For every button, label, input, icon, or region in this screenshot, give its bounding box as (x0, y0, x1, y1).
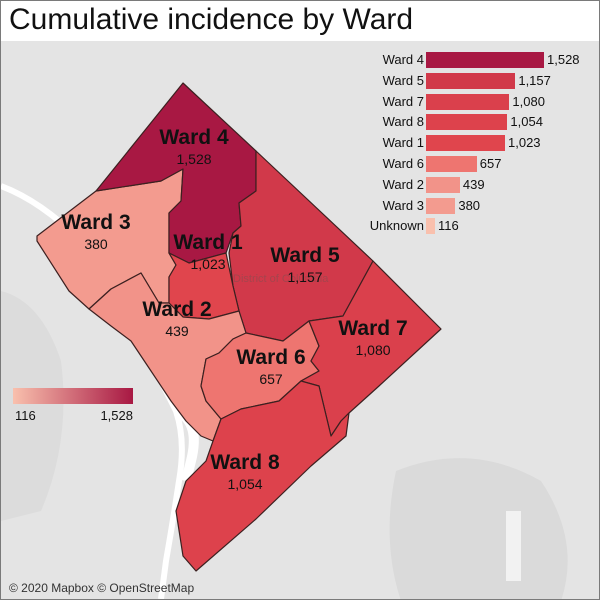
bar-value-label: 1,157 (518, 72, 551, 88)
ward-2-label: Ward 2 439 (142, 298, 211, 340)
ward-1-value: 1,023 (190, 256, 226, 272)
ward-2-value: 439 (165, 323, 189, 339)
bar-row[interactable]: Ward 3 380 (341, 197, 596, 216)
river-3 (506, 511, 521, 581)
ward-7-name: Ward 7 (338, 317, 408, 340)
bar-row[interactable]: Ward 6 657 (341, 155, 596, 174)
ward-8-name: Ward 8 (210, 451, 280, 474)
ward-7-value: 1,080 (355, 342, 391, 358)
bar-category-label: Ward 6 (382, 156, 424, 171)
basemap-land-patch (389, 458, 568, 599)
bar-value-label: 1,528 (547, 52, 580, 67)
legend-min-label: 116 (15, 408, 36, 423)
ward-4-value: 1,528 (176, 151, 212, 167)
map-view[interactable]: District of Columbia Ward 4 1,528 Ward 3… (1, 41, 599, 599)
bar-row[interactable]: Ward 4 1,528 (341, 51, 596, 70)
bar-value-label: 1,023 (508, 135, 541, 151)
ward-5-label: Ward 5 1,157 (270, 244, 339, 286)
ward-3-name: Ward 3 (61, 211, 131, 234)
ward-1-name: Ward 1 (173, 231, 243, 254)
ward-6-label: Ward 6 657 (236, 346, 305, 388)
ward-6-value: 657 (259, 371, 283, 387)
basemap-land-patch-2 (1, 291, 64, 521)
ward-1-label: Ward 1 1,023 (173, 231, 242, 273)
ward-4-name: Ward 4 (159, 126, 229, 149)
bar-category-label: Ward 7 (382, 93, 424, 109)
bar[interactable] (426, 156, 477, 172)
bar-row[interactable]: Ward 5 1,157 (341, 72, 596, 91)
bar-value-label: 1,054 (510, 114, 543, 130)
bar[interactable] (426, 114, 508, 131)
bar-value-label: 1,080 (512, 93, 545, 109)
ward-5-name: Ward 5 (270, 244, 340, 267)
ward-2-name: Ward 2 (142, 298, 212, 321)
ward-6-name: Ward 6 (236, 346, 306, 369)
page-title: Cumulative incidence by Ward (9, 3, 414, 36)
bar-category-label: Ward 4 (382, 52, 424, 67)
ward-3-value: 380 (84, 236, 108, 252)
bar-category-label: Ward 2 (382, 176, 424, 192)
bar-category-label: Ward 8 (382, 114, 424, 130)
bar[interactable] (426, 72, 516, 89)
bar[interactable] (426, 197, 456, 214)
legend-gradient-bar (13, 388, 133, 404)
map-attribution[interactable]: © 2020 Mapbox © OpenStreetMap (9, 581, 195, 595)
bar-value-label: 439 (462, 176, 485, 192)
bar-row[interactable]: Unknown 116 (341, 217, 596, 236)
ward-8-label: Ward 8 1,054 (210, 451, 279, 493)
ward-7-label: Ward 7 1,080 (338, 317, 407, 359)
bar[interactable] (426, 93, 510, 110)
bar[interactable] (426, 135, 505, 152)
bar-row[interactable]: Ward 8 1,054 (341, 113, 596, 132)
bar[interactable] (426, 52, 544, 68)
bar[interactable] (426, 176, 460, 193)
incidence-bar-chart: Ward 4 1,528 Ward 5 1,157 Ward 7 1,080 Ward 8 1… (341, 51, 596, 241)
bar[interactable] (426, 218, 435, 235)
bar-value-label: 380 (458, 197, 481, 213)
bar-value-label: 116 (437, 218, 459, 234)
bar-category-label: Ward 1 (382, 135, 424, 151)
ward-5-value: 1,157 (287, 269, 323, 285)
ward-3-label: Ward 3 380 (61, 211, 130, 253)
bar-row[interactable]: Ward 7 1,080 (341, 93, 596, 112)
bar-value-label: 657 (479, 156, 502, 171)
ward-8-region[interactable] (175, 380, 350, 572)
color-legend: 116 1,528 (13, 386, 135, 426)
ward-4-label: Ward 4 1,528 (159, 126, 228, 168)
legend-max-label: 1,528 (100, 408, 133, 423)
bar-category-label: Ward 3 (382, 197, 424, 213)
district-watermark: District of Columbia (233, 273, 329, 285)
bar-row[interactable]: Ward 1 1,023 (341, 134, 596, 153)
bar-category-label: Unknown (369, 218, 424, 234)
bar-row[interactable]: Ward 2 439 (341, 176, 596, 195)
ward-8-value: 1,054 (227, 476, 263, 492)
bar-category-label: Ward 5 (382, 72, 424, 88)
